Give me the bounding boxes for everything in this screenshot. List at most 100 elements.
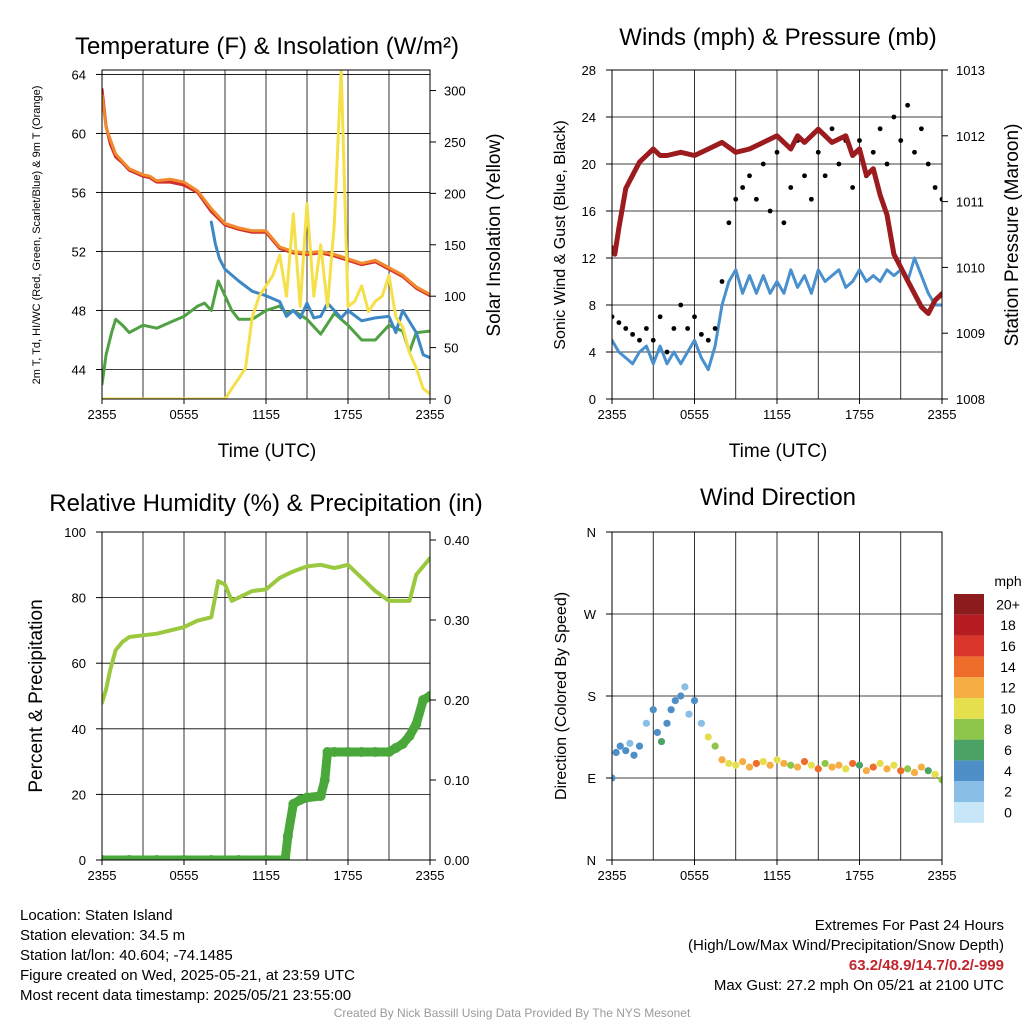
y2-tick-label: 0.30 — [444, 613, 469, 628]
wind-direction-point — [938, 776, 942, 784]
series-2-point — [671, 326, 677, 331]
series-2-point — [698, 331, 704, 337]
legend-swatch — [954, 760, 984, 782]
x-tick-label: 2355 — [598, 868, 627, 883]
legend-label: 20+ — [996, 596, 1020, 612]
station-latlon: Station lat/lon: 40.604; -74.1485 — [20, 947, 233, 964]
x-tick-label: 0555 — [680, 868, 709, 883]
extremes-subtitle: (High/Low/Max Wind/Precipitation/Snow De… — [688, 937, 1004, 954]
legend-label: 4 — [1004, 763, 1012, 779]
legend-label: 16 — [1000, 638, 1016, 654]
y-axis-label: Percent & Precipitation — [26, 599, 47, 792]
legend-swatch — [954, 656, 984, 678]
wind-direction-point — [711, 742, 719, 750]
series-2-point — [657, 314, 663, 320]
wind-direction-point — [622, 747, 630, 755]
series-2-point — [829, 126, 835, 132]
y-tick-label: 64 — [72, 67, 86, 82]
wind-direction-point — [745, 763, 754, 771]
series-2-point — [905, 102, 911, 108]
y-tick-label: N — [587, 853, 596, 868]
y2-tick-label: 1010 — [956, 260, 985, 275]
legend-swatch — [954, 614, 984, 636]
legend-label: 2 — [1004, 784, 1012, 800]
series-2-point — [623, 326, 629, 331]
series-2-point — [630, 331, 636, 337]
y-tick-label: 100 — [64, 525, 86, 540]
y-tick-label: 0 — [79, 853, 86, 868]
chart-title: Temperature (F) & Insolation (W/m²) — [75, 33, 459, 60]
wind-direction-point — [612, 748, 620, 757]
x-tick-label: 2355 — [416, 868, 445, 883]
series-1-line — [102, 556, 430, 705]
series-2-point — [760, 161, 766, 167]
series-2-point — [939, 196, 942, 202]
wind-direction-point — [704, 733, 712, 741]
y-tick-label: 40 — [72, 722, 86, 737]
wind-direction-point — [917, 763, 925, 771]
legend-label: 12 — [1000, 680, 1016, 696]
wind-direction-point — [904, 765, 912, 773]
wind-direction-point — [718, 756, 726, 764]
wind-direction-point — [677, 692, 685, 700]
speed-legend: mph 0 2 4 6 8 10 12 14 16 18 20+ — [954, 573, 1022, 823]
x-tick-label: 2355 — [598, 407, 627, 422]
series-2-point — [850, 185, 856, 190]
series-2-point — [692, 314, 697, 320]
x-tick-label: 1755 — [845, 407, 874, 422]
series-2-point — [726, 220, 732, 226]
legend-label: 6 — [1004, 742, 1012, 758]
legend-swatch — [954, 739, 984, 761]
x-tick-label: 2355 — [88, 407, 117, 422]
y2-tick-label: 150 — [444, 238, 466, 253]
series-2-point — [912, 149, 917, 155]
credit-line: Created By Nick Bassill Using Data Provi… — [333, 1006, 691, 1020]
series-2-point — [898, 138, 904, 143]
wind-direction-point — [890, 761, 898, 769]
wind-direction-point — [780, 759, 788, 768]
wind-direction-point — [616, 742, 624, 750]
wind-direction-point — [635, 742, 644, 750]
y2-tick-label: 1013 — [956, 63, 985, 78]
wind-direction-point — [773, 756, 781, 764]
series-2-point — [678, 302, 684, 308]
chart-title: Winds (mph) & Pressure (mb) — [619, 24, 936, 51]
plot-area — [102, 70, 430, 399]
series-2-point — [650, 337, 656, 343]
plot-area — [612, 683, 942, 784]
series-2-point — [925, 161, 931, 167]
y2-tick-label: 200 — [444, 186, 466, 201]
series-2-point — [822, 173, 828, 179]
y-tick-label: 44 — [72, 362, 86, 377]
wind-direction-point — [649, 706, 657, 714]
series-2-point — [637, 337, 642, 343]
y-tick-label: 60 — [72, 126, 86, 141]
y-tick-label: 8 — [589, 298, 596, 313]
wind-direction-point — [794, 763, 802, 771]
series-2-line — [102, 691, 430, 860]
legend-swatch — [954, 781, 984, 802]
series-2-point — [712, 326, 718, 331]
y-tick-label: 20 — [582, 157, 596, 172]
series-2-point — [870, 149, 876, 155]
extremes-panel: Extremes For Past 24 Hours (High/Low/Max… — [688, 916, 1004, 996]
y-tick-label: 80 — [72, 591, 86, 606]
y2-tick-label: 1011 — [956, 195, 984, 210]
x-axis-label: Time (UTC) — [729, 441, 828, 462]
wind-direction-point — [814, 765, 822, 773]
y-tick-label: 20 — [72, 787, 86, 802]
series-2-point — [705, 337, 711, 343]
x-tick-label: 2355 — [928, 407, 957, 422]
wind-direction-point — [931, 770, 939, 778]
wind-direction-point — [732, 761, 740, 769]
y-tick-label: 48 — [72, 303, 86, 318]
wind-direction-point — [752, 759, 760, 768]
y2-tick-label: 0.00 — [444, 853, 469, 868]
series-2-point — [877, 126, 883, 132]
legend-label: 8 — [1004, 721, 1012, 737]
legend-swatch — [954, 802, 984, 823]
y-tick-label: 52 — [72, 244, 86, 259]
x-tick-label: 1755 — [334, 868, 363, 883]
chart-panel-3: 0 20 40 60 80 100 0.00 0.10 0.20 0.30 0.40 2355 0555… — [26, 490, 483, 883]
legend-swatch — [954, 677, 984, 698]
